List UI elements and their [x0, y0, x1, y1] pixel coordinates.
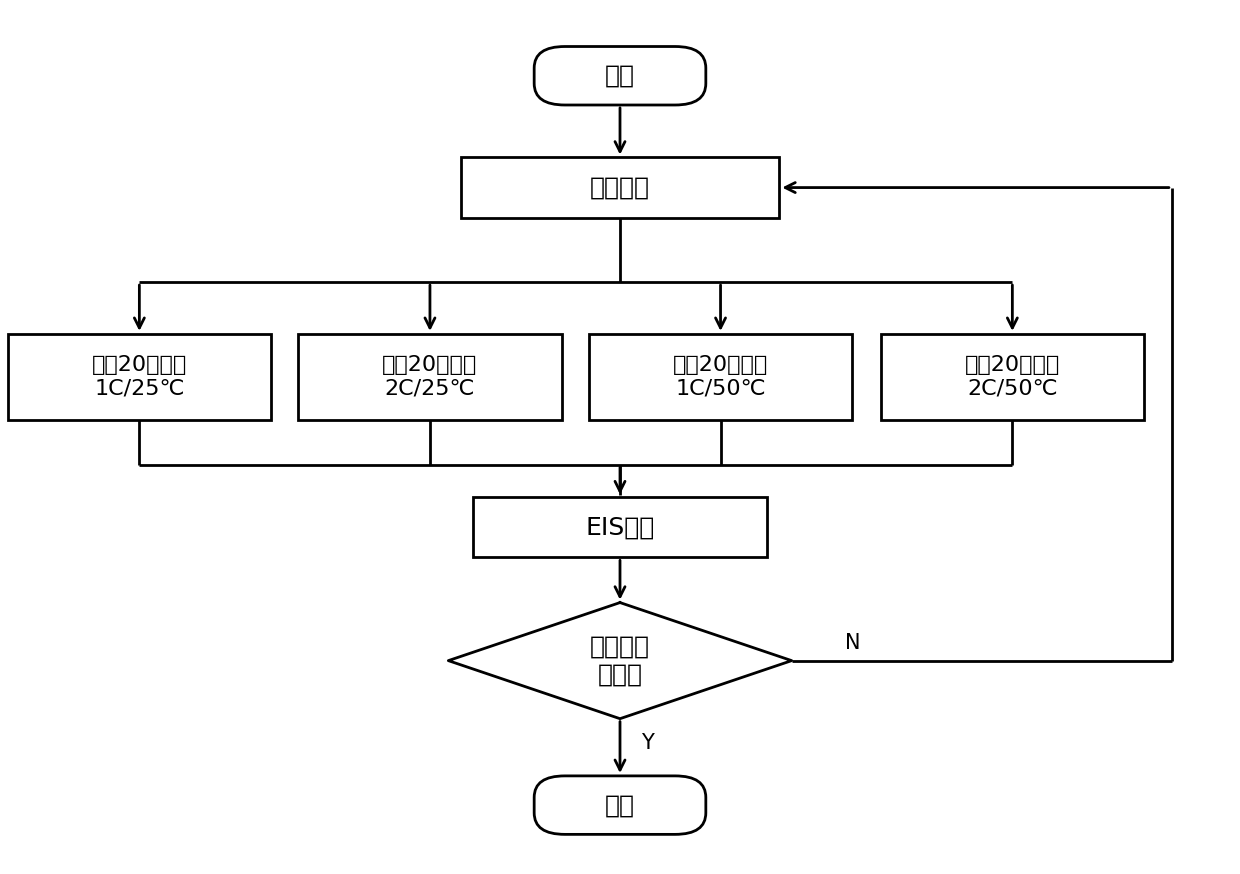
Text: N: N: [846, 634, 861, 654]
FancyBboxPatch shape: [534, 776, 706, 835]
Bar: [880, 334, 1145, 420]
Bar: [460, 157, 780, 218]
Text: 开始: 开始: [605, 64, 635, 87]
Text: EIS测试: EIS测试: [585, 516, 655, 539]
Text: 三组20次循环
1C/50℃: 三组20次循环 1C/50℃: [673, 355, 768, 399]
Text: 结束: 结束: [605, 793, 635, 817]
Text: 二组20次循环
2C/25℃: 二组20次循环 2C/25℃: [382, 355, 477, 399]
Text: 四组20次循环
2C/50℃: 四组20次循环 2C/50℃: [965, 355, 1060, 399]
FancyBboxPatch shape: [534, 46, 706, 105]
Bar: [298, 334, 562, 420]
Text: Y: Y: [641, 732, 653, 753]
Text: 电池筛选: 电池筛选: [590, 176, 650, 199]
Bar: [589, 334, 852, 420]
Text: 电池是否
损坏？: 电池是否 损坏？: [590, 635, 650, 687]
Polygon shape: [449, 602, 791, 718]
Text: 一组20次循环
1C/25℃: 一组20次循环 1C/25℃: [92, 355, 187, 399]
Bar: [472, 497, 768, 558]
Bar: [7, 334, 272, 420]
